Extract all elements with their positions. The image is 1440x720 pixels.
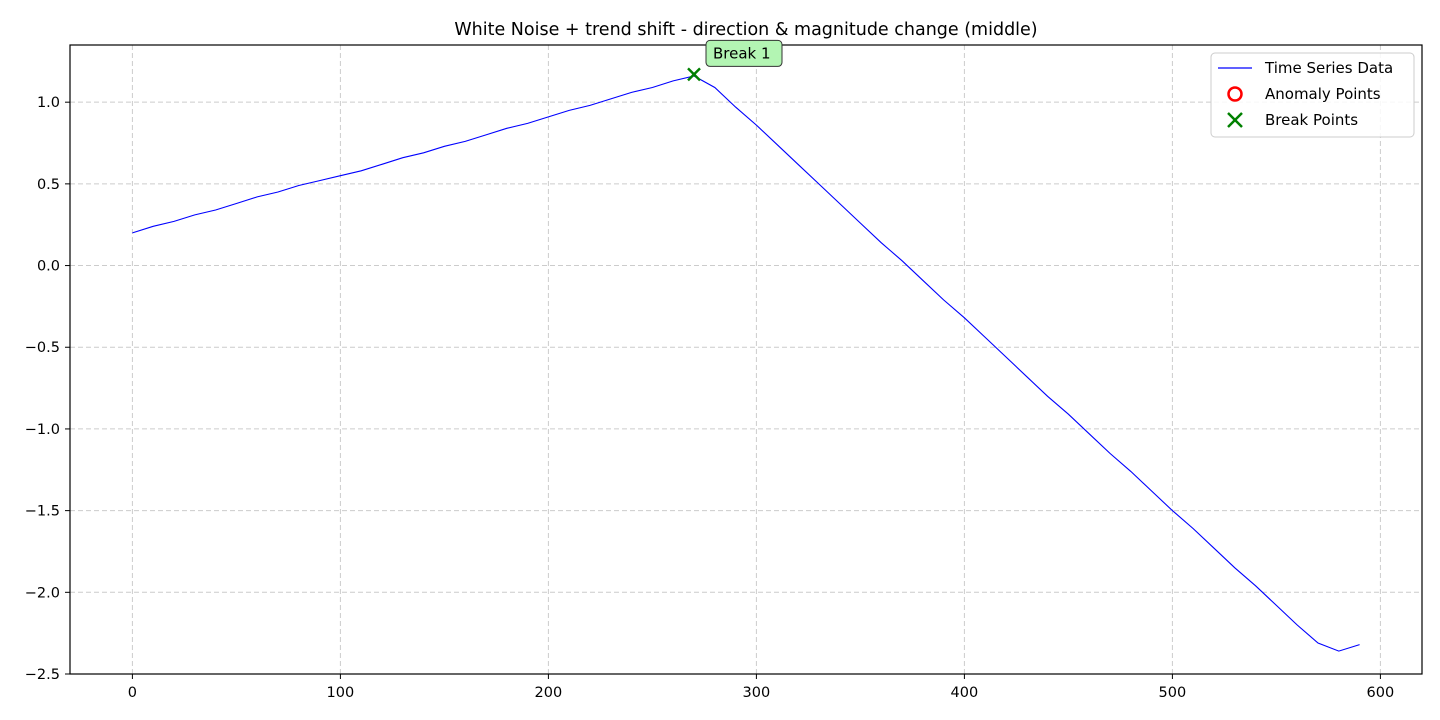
series-line-time-series-data <box>132 75 1360 652</box>
y-tick-label: 1.0 <box>37 95 60 111</box>
legend-swatch-stroke <box>1227 112 1243 128</box>
chart-title: White Noise + trend shift - direction & … <box>454 20 1037 40</box>
legend-frame <box>1210 52 1415 138</box>
y-tick-label: −2.0 <box>25 585 60 601</box>
y-tick-label: −1.0 <box>25 422 60 438</box>
x-tick-label: 200 <box>535 685 563 701</box>
y-tick-label: −1.5 <box>25 504 60 520</box>
legend: Time Series Data Anomaly Points Break Poin… <box>1210 52 1415 138</box>
x-tick-label: 500 <box>1159 685 1187 701</box>
y-tick-label: 0.0 <box>37 259 60 275</box>
x-tick-label: 400 <box>951 685 979 701</box>
x-tick-label: 300 <box>743 685 771 701</box>
legend-swatch-x <box>1227 112 1243 128</box>
legend-label: Time Series Data <box>1264 59 1393 77</box>
axis-ticks: 0 100 200 300 400 500 600 −2.5 −2.0 −1.5 −1.0 −0.5 0… <box>25 95 1394 701</box>
y-tick-label: 0.5 <box>37 177 60 193</box>
annotation-label: Break 1 <box>713 44 771 62</box>
legend-label: Anomaly Points <box>1265 85 1381 103</box>
plot-series <box>132 67 1360 652</box>
annotations: Break 1 <box>705 39 783 67</box>
x-tick-label: 0 <box>128 685 137 701</box>
break-annotation: Break 1 <box>705 39 783 67</box>
legend-swatch-circle <box>1227 86 1243 102</box>
break-point-marker <box>687 67 701 82</box>
break-point-stroke <box>687 67 701 82</box>
legend-label: Break Points <box>1265 111 1358 129</box>
y-tick-label: −2.5 <box>25 667 60 683</box>
x-tick-label: 600 <box>1367 685 1395 701</box>
x-tick-label: 100 <box>327 685 355 701</box>
y-tick-label: −0.5 <box>25 340 60 356</box>
annotation-box <box>705 39 783 67</box>
